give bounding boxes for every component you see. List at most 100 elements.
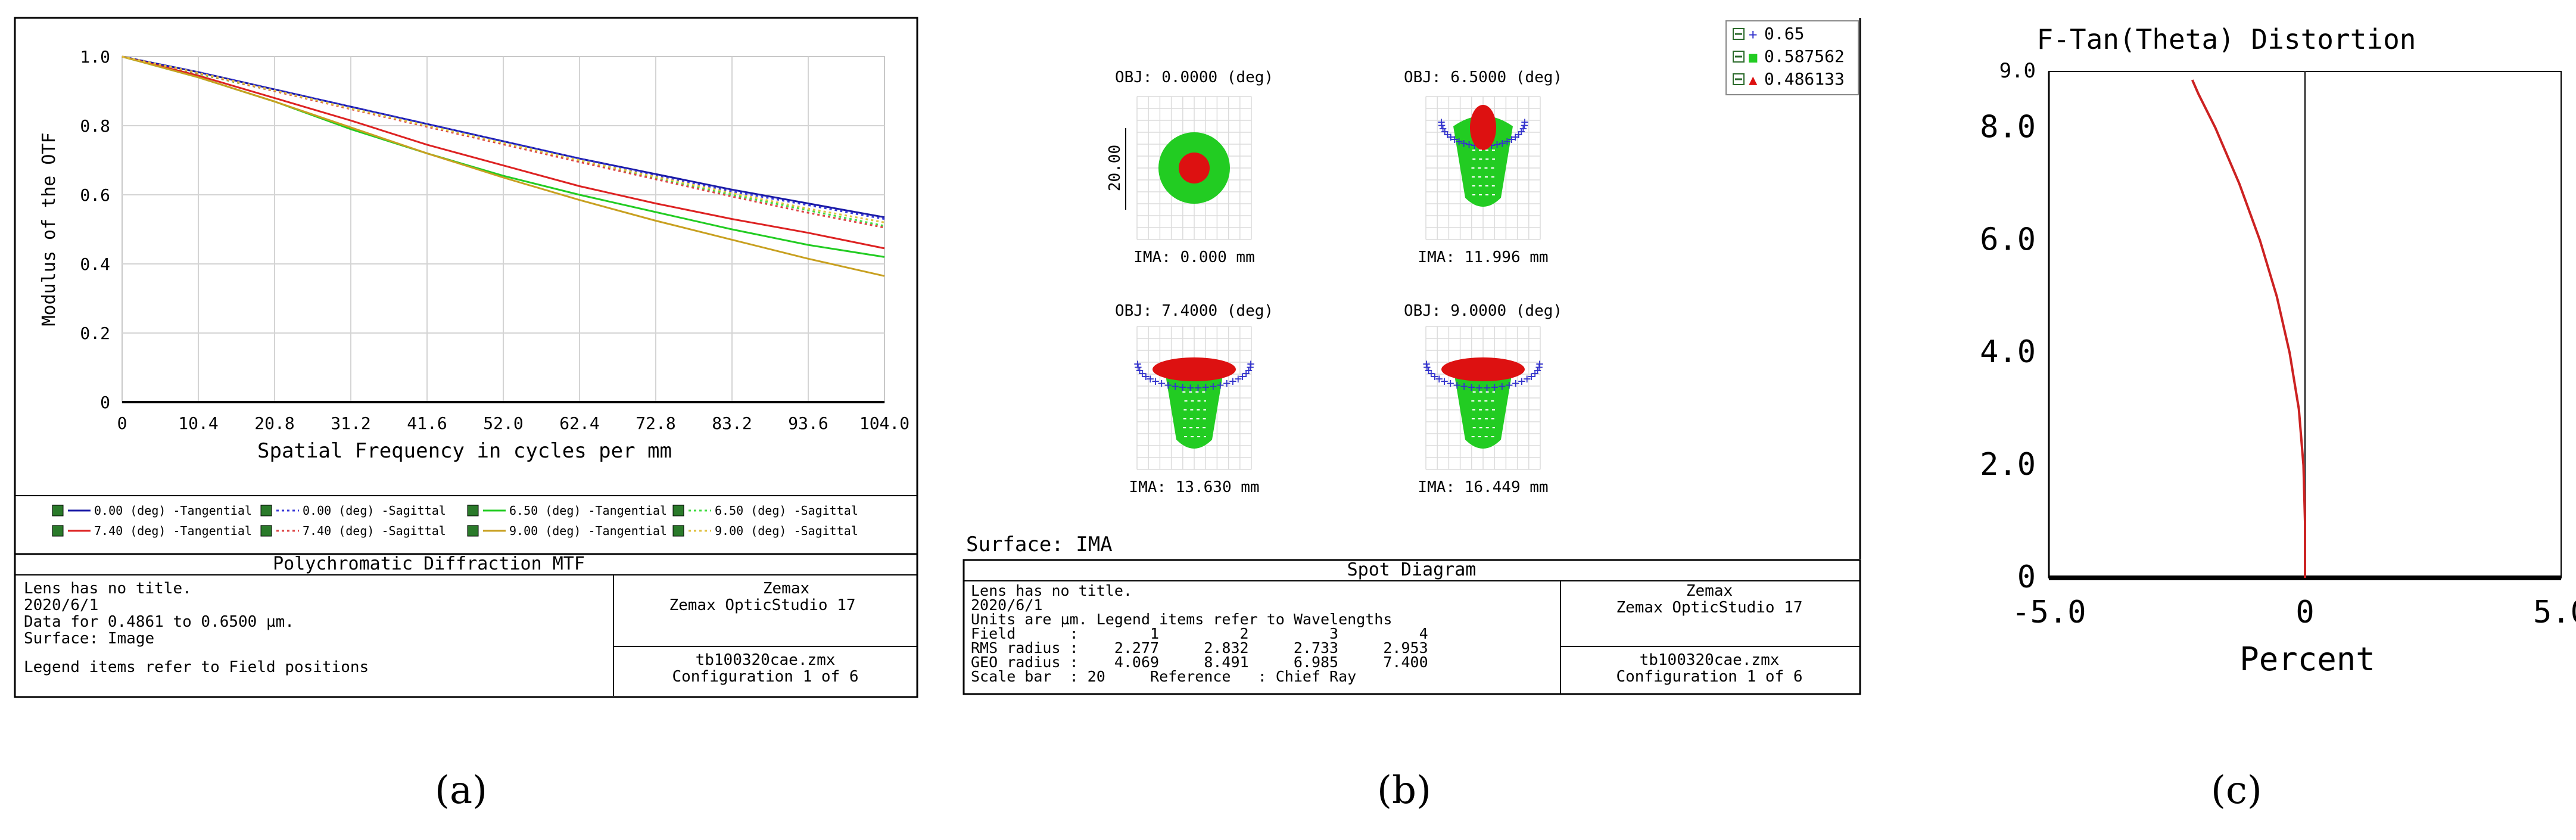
distortion-y-tick-label: 4.0 bbox=[1980, 334, 2036, 370]
spot-blue-marker: + bbox=[1493, 138, 1501, 153]
spot-ima-label: IMA: 11.996 mm bbox=[1418, 248, 1548, 266]
distortion-x-tick-label: 5.0 bbox=[2533, 595, 2576, 630]
spot-blue-marker: + bbox=[1422, 357, 1430, 372]
spot-blue-marker: + bbox=[1535, 357, 1543, 372]
spot-blue-marker: + bbox=[1172, 379, 1179, 394]
mtf-x-tick-label: 20.8 bbox=[254, 413, 294, 433]
mtf-legend-checkbox bbox=[52, 505, 64, 517]
spot-green-cloud bbox=[1453, 116, 1513, 207]
spot-blue-marker: + bbox=[1136, 363, 1144, 378]
spot-blue-marker: + bbox=[1229, 374, 1236, 389]
mtf-panel: 0 0.2 0.4 0.6 0.8 1.0 0 10.4 20.8 31.2 41.6 52.0 62… bbox=[14, 17, 918, 698]
spot-blue-marker: + bbox=[1179, 380, 1186, 395]
mtf-y-tick-label: 0 bbox=[100, 393, 110, 412]
spot-blue-marker: + bbox=[1444, 127, 1451, 142]
distortion-title: F-Tan(Theta) Distortion bbox=[2037, 23, 2416, 55]
spot-legend-marker: + bbox=[1749, 26, 1757, 43]
distortion-x-ticks: -5.0 0 5.0 bbox=[2011, 595, 2576, 630]
mtf-legend-label: 0.00 (deg) -Tangential bbox=[94, 503, 252, 518]
distortion-curve bbox=[2191, 79, 2306, 578]
spot-blue-marker: + bbox=[1245, 363, 1253, 378]
mtf-grid bbox=[122, 57, 884, 402]
mtf-series-line bbox=[122, 55, 885, 250]
mtf-legend-checkbox bbox=[467, 505, 479, 517]
spot-blue-marker: + bbox=[1246, 360, 1254, 375]
spot-red-band bbox=[1152, 357, 1236, 381]
spot-red-band bbox=[1441, 357, 1525, 381]
mtf-y-tick-label: 0.8 bbox=[80, 116, 110, 136]
spot-blue-marker: + bbox=[1475, 381, 1483, 396]
spot-points: ++++++++++++++++++++++++ bbox=[1437, 105, 1529, 207]
mtf-series-line bbox=[122, 55, 885, 220]
spot-blue-marker: + bbox=[1499, 136, 1506, 151]
spot-blue-marker: + bbox=[1133, 357, 1141, 372]
mtf-legend-checkbox bbox=[52, 525, 64, 537]
spot-blue-marker: + bbox=[1239, 369, 1247, 384]
mtf-legend-label: 7.40 (deg) -Tangential bbox=[94, 524, 252, 538]
mtf-file-name: tb100320cae.zmx bbox=[696, 651, 836, 669]
mtf-legend-checkbox bbox=[260, 505, 272, 517]
mtf-y-tick-label: 0.4 bbox=[80, 254, 110, 274]
spot-legend-label: 0.486133 bbox=[1764, 69, 1845, 89]
distortion-y-tick-label: 0 bbox=[2017, 559, 2036, 595]
mtf-x-tick-label: 52.0 bbox=[483, 413, 523, 433]
mtf-legend-label: 0.00 (deg) -Sagittal bbox=[303, 503, 446, 518]
spot-points bbox=[1158, 132, 1230, 204]
caption-b: (b) bbox=[1377, 769, 1431, 813]
spot-blue-marker: + bbox=[1515, 127, 1522, 142]
spot-blue-marker: + bbox=[1242, 366, 1250, 381]
mtf-x-ticks: 0 10.4 20.8 31.2 41.6 52.0 62.4 72.8 83.2 93.6 104… bbox=[117, 413, 910, 433]
spot-blue-marker: + bbox=[1498, 379, 1506, 394]
mtf-legend-label: 6.50 (deg) -Tangential bbox=[509, 503, 667, 518]
distortion-x-tick-label: 0 bbox=[2295, 595, 2314, 630]
spot-legend-items: +0.65 ■ 0.587562 ▲ 0.486133 bbox=[1733, 24, 1845, 89]
mtf-brand: Zemax bbox=[763, 580, 809, 598]
mtf-x-tick-label: 83.2 bbox=[712, 413, 752, 433]
spot-red-core bbox=[1179, 153, 1210, 183]
spot-blue-marker: + bbox=[1491, 380, 1499, 395]
spot-brand-product: Zemax OpticStudio 17 bbox=[1616, 599, 1802, 617]
spot-blue-marker: + bbox=[1216, 378, 1224, 393]
spot-blue-marker: + bbox=[1164, 378, 1172, 393]
mtf-legend-checkbox bbox=[672, 505, 684, 517]
mtf-x-tick-label: 0 bbox=[117, 413, 127, 433]
mtf-x-tick-label: 41.6 bbox=[407, 413, 447, 433]
mtf-legend-checkbox bbox=[672, 525, 684, 537]
spot-surface-label: Surface: IMA bbox=[966, 533, 1113, 556]
spot-info-line1: Lens has no title. bbox=[971, 582, 1132, 599]
spot-scale-label: 20.00 bbox=[1106, 145, 1124, 191]
caption-c: (c) bbox=[2211, 769, 2262, 813]
spot-blue-marker: + bbox=[1503, 135, 1511, 150]
spot-blue-marker: + bbox=[1505, 378, 1513, 393]
spot-cells: OBJ: 0.0000 (deg) IMA: 0.000 mm OBJ: 6.500… bbox=[1115, 69, 1562, 496]
spot-field-row: Field : 1 2 3 4 bbox=[971, 625, 1428, 642]
spot-blue-marker: + bbox=[1460, 379, 1468, 394]
spot-configuration: Configuration 1 of 6 bbox=[1616, 668, 1802, 686]
spot-blue-marker: + bbox=[1518, 374, 1525, 389]
mtf-legend-checkbox bbox=[260, 525, 272, 537]
distortion-y-tick-label: 2.0 bbox=[1980, 447, 2036, 483]
mtf-x-tick-label: 62.4 bbox=[559, 413, 599, 433]
mtf-info-line2: 2020/6/1 bbox=[24, 596, 98, 614]
distortion-y-ticks: 0 2.0 4.0 6.0 8.0 9.0 bbox=[1980, 59, 2036, 595]
spot-blue-marker: + bbox=[1447, 377, 1454, 391]
spot-blue-marker: + bbox=[1535, 360, 1543, 375]
spot-blue-marker: + bbox=[1460, 136, 1468, 151]
spot-obj-label: OBJ: 9.0000 (deg) bbox=[1404, 302, 1562, 320]
spot-info-frame bbox=[963, 559, 1861, 695]
spot-blue-marker: + bbox=[1134, 360, 1142, 375]
spot-legend-label: 0.587562 bbox=[1764, 46, 1845, 66]
mtf-x-tick-label: 10.4 bbox=[178, 413, 218, 433]
spot-blue-marker: + bbox=[1438, 118, 1446, 133]
spot-blue-marker: + bbox=[1453, 378, 1461, 393]
spot-ima-label: IMA: 13.630 mm bbox=[1129, 478, 1259, 496]
spot-legend-label: 0.65 bbox=[1764, 24, 1804, 43]
spot-blue-marker: + bbox=[1447, 130, 1454, 145]
distortion-y-tick-label: 6.0 bbox=[1980, 222, 2036, 257]
spot-blue-marker: + bbox=[1483, 381, 1491, 396]
mtf-info-line3: Data for 0.4861 to 0.6500 µm. bbox=[24, 613, 294, 631]
spot-obj-label: OBJ: 7.4000 (deg) bbox=[1115, 302, 1273, 320]
spot-blue-marker: + bbox=[1521, 115, 1528, 130]
spot-info-line3: Units are µm. Legend items refer to Wave… bbox=[971, 611, 1392, 628]
spot-blue-marker: + bbox=[1209, 379, 1217, 394]
